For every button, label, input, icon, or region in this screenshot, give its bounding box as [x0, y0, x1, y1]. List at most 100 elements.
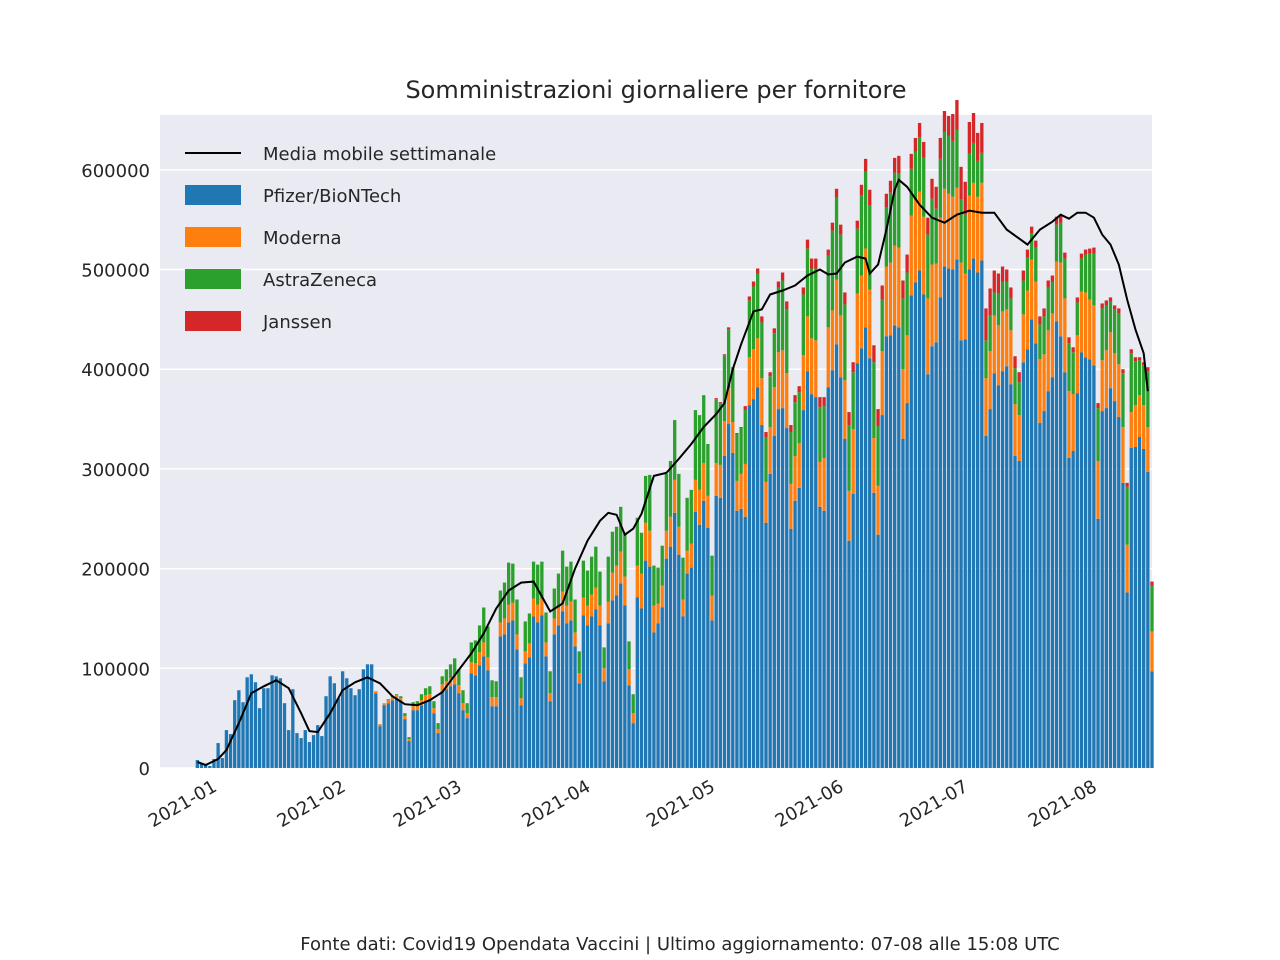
bar-astrazeneca [635, 517, 639, 566]
bar-pfizer [967, 269, 972, 768]
bar-pfizer [473, 675, 478, 768]
bar-pfizer [212, 759, 216, 768]
bar-moderna [1096, 460, 1100, 519]
bar-astrazeneca [399, 696, 403, 699]
bar-pfizer [1083, 357, 1088, 768]
bar-pfizer [349, 688, 353, 768]
bar-janssen [1067, 337, 1071, 344]
bar-pfizer [1108, 388, 1113, 768]
bar-janssen [834, 188, 839, 198]
bar-moderna [498, 622, 503, 637]
bar-janssen [1013, 356, 1017, 369]
bar-pfizer [552, 634, 556, 768]
bar-pfizer [195, 760, 200, 768]
bar-astrazeneca [726, 329, 731, 389]
bar-astrazeneca [851, 372, 855, 430]
bar-janssen [959, 166, 963, 200]
bar-astrazeneca [996, 293, 1001, 326]
bar-pfizer [307, 742, 312, 768]
bar-astrazeneca [527, 613, 532, 644]
bar-astrazeneca [614, 526, 619, 566]
bar-moderna [805, 316, 810, 372]
bar-moderna [536, 604, 540, 623]
bar-pfizer [208, 766, 212, 768]
bar-moderna [818, 461, 822, 507]
bar-astrazeneca [1042, 316, 1046, 355]
bar-astrazeneca [976, 160, 980, 197]
bar-moderna [1075, 335, 1079, 394]
bar-janssen [756, 268, 760, 274]
bar-astrazeneca [428, 686, 432, 695]
bar-janssen [1137, 357, 1142, 361]
bar-astrazeneca [917, 136, 922, 192]
bar-moderna [598, 605, 602, 626]
bar-pfizer [403, 719, 407, 768]
bar-pfizer [328, 676, 332, 768]
bar-pfizer [1125, 592, 1129, 768]
bar-astrazeneca [660, 545, 664, 586]
bar-janssen [926, 217, 930, 235]
bar-pfizer [573, 646, 577, 768]
bar-janssen [1038, 316, 1042, 325]
bar-moderna [872, 438, 876, 493]
bar-pfizer [1142, 448, 1146, 768]
bar-moderna [631, 713, 635, 724]
bar-pfizer [253, 682, 258, 768]
bar-pfizer [785, 428, 789, 768]
bar-pfizer [809, 394, 814, 768]
bar-pfizer [863, 327, 868, 768]
bar-moderna [751, 349, 756, 400]
bar-pfizer [614, 595, 619, 768]
bar-janssen [934, 186, 938, 209]
bar-moderna [677, 526, 681, 555]
bar-moderna [565, 605, 569, 624]
bar-pfizer [598, 625, 602, 768]
bar-pfizer [984, 436, 988, 768]
y-tick-label: 200000 [81, 560, 150, 581]
bar-astrazeneca [681, 557, 685, 600]
bar-pfizer [581, 615, 586, 768]
bar-moderna [1129, 412, 1133, 448]
bar-pfizer [594, 609, 598, 768]
footer-source: Fonte dati: Covid19 Opendata Vaccini | U… [300, 934, 1060, 955]
bar-pfizer [668, 546, 673, 768]
bar-pfizer [1050, 377, 1055, 768]
bar-astrazeneca [764, 437, 768, 482]
bar-pfizer [830, 370, 835, 768]
y-tick-label: 100000 [81, 659, 150, 680]
bar-pfizer [477, 665, 482, 768]
bar-pfizer [610, 600, 615, 768]
bar-astrazeneca [610, 531, 615, 573]
bar-astrazeneca [1063, 258, 1067, 299]
bar-janssen [880, 285, 884, 300]
bar-astrazeneca [714, 399, 718, 463]
rolling-mean-line [197, 178, 1149, 767]
bar-astrazeneca [743, 410, 747, 464]
bar-pfizer [955, 259, 959, 768]
bar-janssen [1005, 269, 1009, 282]
bar-pfizer [776, 409, 781, 768]
bar-pfizer [220, 758, 224, 768]
bar-janssen [851, 362, 855, 373]
bar-astrazeneca [880, 299, 884, 352]
x-tick-label: 2021-01 [145, 776, 221, 832]
bar-pfizer [1117, 417, 1121, 768]
bar-astrazeneca [598, 571, 602, 606]
bar-astrazeneca [814, 268, 818, 341]
bar-janssen [1079, 253, 1084, 259]
bar-janssen [1088, 248, 1092, 254]
bar-astrazeneca [1075, 302, 1079, 336]
bar-pfizer [602, 681, 606, 768]
bar-moderna [859, 275, 864, 349]
bar-moderna [1054, 261, 1059, 322]
bar-pfizer [423, 701, 428, 768]
bar-janssen [930, 178, 934, 199]
bar-janssen [1142, 362, 1146, 366]
bar-moderna [785, 373, 789, 429]
bar-pfizer [336, 698, 341, 768]
bar-pfizer [702, 500, 706, 768]
bar-janssen [909, 153, 913, 169]
bar-moderna [1125, 544, 1129, 593]
bar-moderna [1046, 330, 1050, 392]
bar-pfizer [324, 696, 328, 768]
